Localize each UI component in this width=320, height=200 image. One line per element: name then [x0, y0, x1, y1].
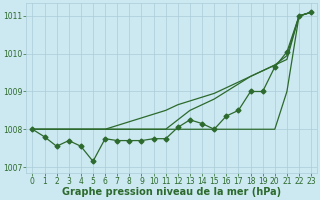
- X-axis label: Graphe pression niveau de la mer (hPa): Graphe pression niveau de la mer (hPa): [62, 187, 281, 197]
